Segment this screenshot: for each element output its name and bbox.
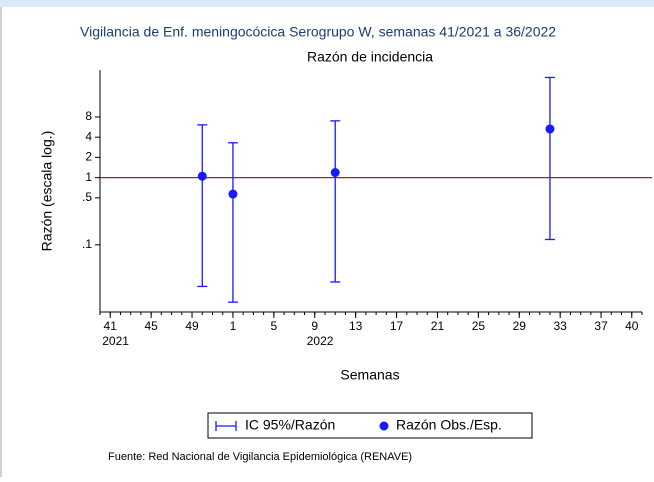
x-tick-label: 33: [554, 319, 568, 333]
y-tick-label: 8: [85, 109, 92, 123]
x-tick-label: 1: [230, 319, 237, 333]
chart-title: Vigilancia de Enf. meningocócica Serogru…: [80, 24, 556, 40]
point: [228, 189, 238, 199]
source-note: Fuente: Red Nacional de Vigilancia Epide…: [108, 451, 412, 463]
point: [545, 124, 555, 134]
x-tick-label: 25: [472, 319, 486, 333]
x-tick-label: 41: [104, 319, 118, 333]
y-tick-label: 1: [85, 170, 92, 184]
point: [330, 168, 340, 178]
x-tick-label: 29: [513, 319, 527, 333]
x-tick-label: 49: [185, 319, 199, 333]
x-tick-label: 21: [431, 319, 445, 333]
x-year-label: 2022: [307, 334, 334, 348]
x-tick-label: 40: [625, 319, 639, 333]
legend-point-symbol: [379, 421, 389, 431]
x-tick-label: 45: [144, 319, 158, 333]
y-tick-label: .5: [82, 190, 92, 204]
x-tick-label: 9: [311, 319, 318, 333]
window-border: [0, 7, 2, 477]
legend-label: IC 95%/Razón: [245, 417, 335, 433]
chart-subtitle: Razón de incidencia: [307, 49, 433, 65]
x-tick-label: 17: [390, 319, 404, 333]
x-tick-label: 37: [594, 319, 608, 333]
x-tick-label: 5: [271, 319, 278, 333]
point: [197, 171, 207, 181]
y-tick-label: 4: [85, 129, 92, 143]
x-tick-label: 13: [349, 319, 363, 333]
legend-label: Razón Obs./Esp.: [396, 417, 502, 433]
y-axis-label: Razón (escala log.): [39, 131, 55, 252]
y-tick-label: 2: [85, 150, 92, 164]
y-tick-label: .1: [82, 237, 92, 251]
legend-box: [207, 412, 533, 439]
window-bar: [0, 0, 654, 7]
x-year-label: 2021: [102, 334, 129, 348]
x-axis-label: Semanas: [340, 367, 399, 383]
